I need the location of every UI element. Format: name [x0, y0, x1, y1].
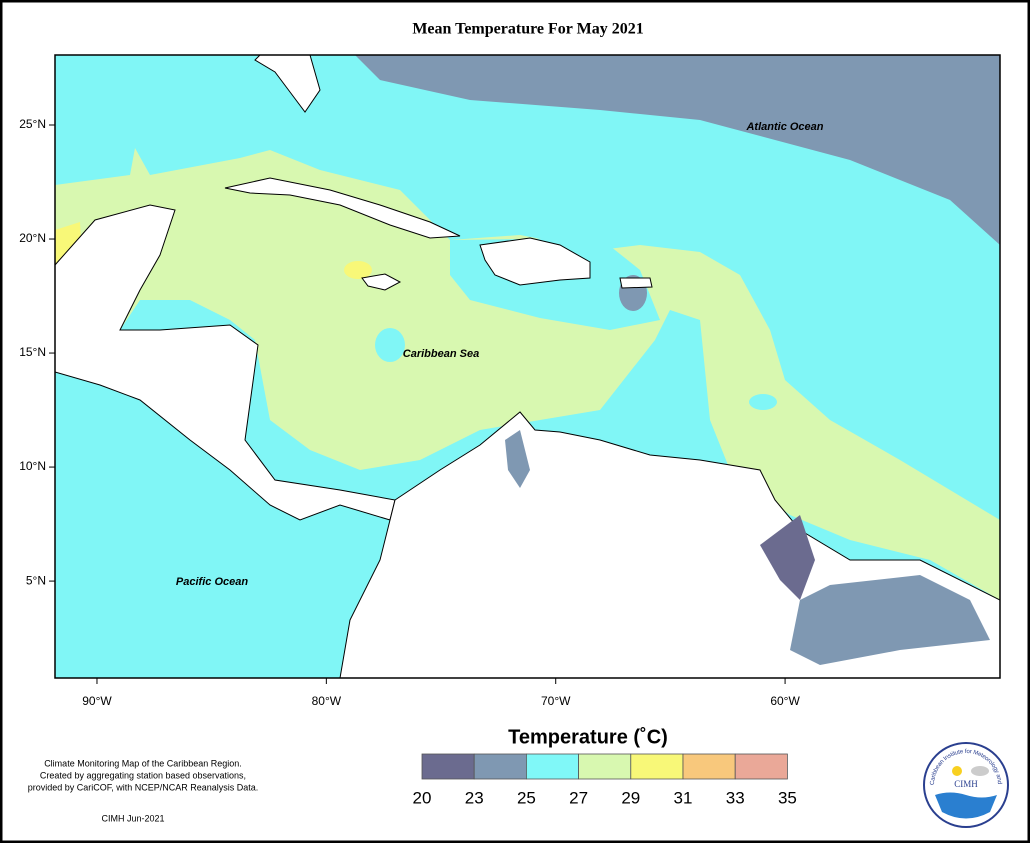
logo-waves — [935, 792, 997, 819]
legend-tick-label: 27 — [569, 788, 588, 807]
footnote-line: Climate Monitoring Map of the Caribbean … — [44, 758, 242, 768]
land — [54, 204, 396, 521]
legend-swatch — [734, 753, 788, 780]
zone — [375, 328, 405, 362]
y-tick-label: 20°N — [19, 231, 46, 245]
zone — [344, 261, 372, 279]
land — [361, 273, 402, 291]
footnote-credit: CIMH Jun-2021 — [101, 813, 164, 823]
ocean-label: Atlantic Ocean — [745, 121, 823, 133]
legend-swatch — [682, 753, 736, 780]
zone — [749, 394, 777, 410]
legend-tick-label: 23 — [465, 788, 484, 807]
x-tick-label: 70°W — [541, 694, 571, 708]
ocean-label: Pacific Ocean — [176, 576, 248, 588]
y-tick-label: 5°N — [26, 573, 46, 587]
legend-tick-label: 20 — [413, 788, 432, 807]
x-tick-label: 80°W — [312, 694, 342, 708]
zone — [505, 430, 530, 488]
land — [254, 54, 321, 113]
zone — [760, 515, 815, 600]
logo-cloud — [971, 766, 989, 776]
legend-swatch — [526, 753, 580, 780]
title: Mean Temperature For May 2021 — [412, 21, 643, 38]
legend-tick-label: 25 — [517, 788, 536, 807]
zone — [355, 55, 1000, 245]
land — [619, 277, 653, 289]
legend-swatch — [578, 753, 632, 780]
legend-swatch — [630, 753, 684, 780]
legend-swatch — [421, 753, 475, 780]
legend-swatch — [473, 753, 527, 780]
footnote-line: provided by CariCOF, with NCEP/NCAR Rean… — [28, 782, 259, 792]
map: Atlantic Ocean Caribbean Sea Pacific Oce… — [54, 54, 1001, 679]
y-tick-label: 15°N — [19, 345, 46, 359]
legend-tick-label: 35 — [778, 788, 797, 807]
legend-tick-label: 33 — [726, 788, 745, 807]
ocean-label: Caribbean Sea — [403, 348, 479, 360]
footnote: Climate Monitoring Map of the Caribbean … — [28, 758, 259, 823]
legend-title: Temperature (˚C) — [508, 725, 668, 748]
y-tick-label: 10°N — [19, 459, 46, 473]
legend-tick-label: 29 — [621, 788, 640, 807]
y-tick-label: 25°N — [19, 117, 46, 131]
logo-sun — [952, 766, 962, 776]
x-tick-label: 90°W — [82, 694, 112, 708]
zone — [790, 575, 990, 665]
legend-tick-label: 31 — [674, 788, 693, 807]
x-tick-label: 60°W — [770, 694, 800, 708]
land — [479, 237, 591, 286]
map-border — [54, 54, 1001, 679]
footnote-line: Created by aggregating station based obs… — [40, 770, 246, 780]
land — [224, 177, 461, 239]
logo-name: CIMH — [954, 779, 978, 789]
